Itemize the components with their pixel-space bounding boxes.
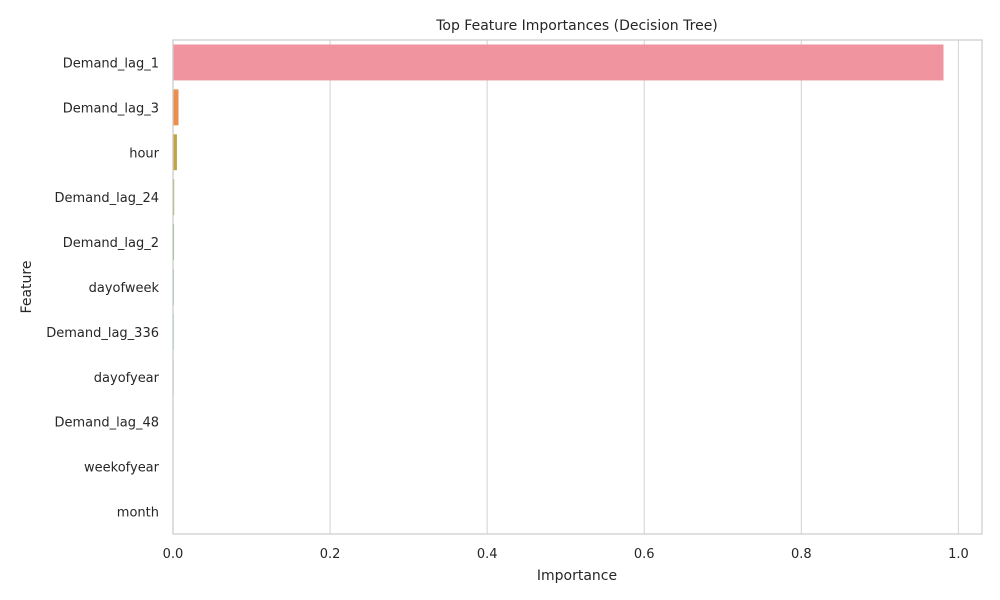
x-tick-label: 1.0 <box>948 547 969 562</box>
x-tick-label: 0.2 <box>320 547 341 562</box>
x-tick-label: 0.0 <box>163 547 184 562</box>
x-tick-label: 0.8 <box>791 547 812 562</box>
bar <box>173 89 179 126</box>
x-tick-label: 0.4 <box>477 547 498 562</box>
plot-frame <box>172 39 983 535</box>
y-tick-label: Demand_lag_2 <box>63 236 159 251</box>
y-tick-label: Demand_lag_24 <box>54 191 159 206</box>
y-axis-label: Feature <box>19 261 35 314</box>
bar <box>173 44 944 81</box>
y-tick-label: Demand_lag_3 <box>63 101 159 116</box>
y-tick-label: Demand_lag_336 <box>46 326 159 341</box>
y-tick-label: weekofyear <box>84 461 160 476</box>
x-tick-labels: 0.0 0.2 0.4 0.6 0.8 1.0 <box>163 547 969 562</box>
y-tick-label: hour <box>129 146 159 161</box>
x-axis-label: Importance <box>537 568 617 584</box>
x-tick-label: 0.6 <box>634 547 655 562</box>
chart-title: Top Feature Importances (Decision Tree) <box>435 18 718 34</box>
bar <box>173 134 177 171</box>
bars <box>173 44 944 530</box>
y-tick-label: Demand_lag_1 <box>63 56 159 71</box>
y-tick-label: Demand_lag_48 <box>54 416 159 431</box>
grid-lines <box>172 40 960 534</box>
y-tick-label: dayofweek <box>89 281 160 296</box>
y-tick-label: month <box>117 506 159 521</box>
y-tick-label: dayofyear <box>94 371 160 386</box>
